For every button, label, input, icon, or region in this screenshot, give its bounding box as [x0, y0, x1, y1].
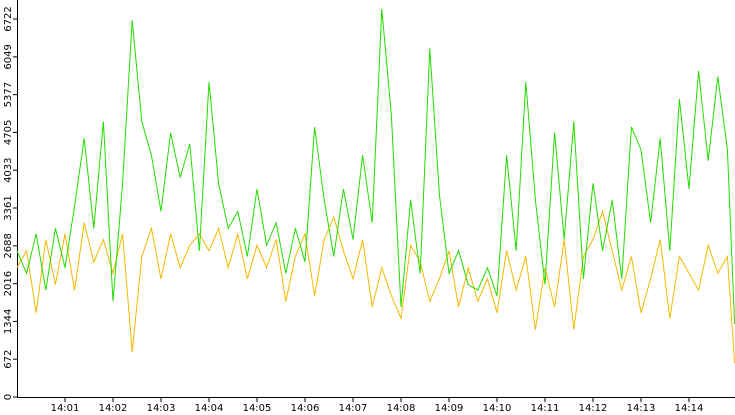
y-tick-label: 2688 [3, 233, 14, 258]
x-tick-label: 14:14 [675, 403, 704, 414]
y-tick-label: 6722 [3, 6, 14, 31]
x-tick-label: 14:04 [195, 403, 224, 414]
x-tick-label: 14:05 [243, 403, 272, 414]
x-tick-label: 14:09 [435, 403, 464, 414]
x-tick-label: 14:01 [51, 403, 80, 414]
x-tick-label: 14:07 [339, 403, 368, 414]
x-tick-label: 14:10 [483, 403, 512, 414]
series-line [16, 209, 735, 364]
y-tick-label: 4033 [3, 157, 14, 182]
x-tick-label: 14:08 [387, 403, 416, 414]
x-tick-label: 14:03 [147, 403, 176, 414]
x-tick-label: 14:06 [291, 403, 320, 414]
y-tick-label: 5377 [3, 82, 14, 107]
x-tick-label: 14:12 [579, 403, 608, 414]
y-tick-label: 0 [3, 394, 14, 400]
y-tick-label: 672 [3, 350, 14, 369]
series-line [16, 8, 735, 324]
y-tick-label: 3361 [3, 195, 14, 220]
y-tick-label: 2016 [3, 271, 14, 296]
y-tick-label: 6049 [3, 44, 14, 69]
x-tick-label: 14:13 [627, 403, 656, 414]
y-tick-label: 4705 [3, 120, 14, 145]
x-tick-label: 14:02 [99, 403, 128, 414]
x-tick-label: 14:11 [531, 403, 560, 414]
y-tick-label: 1344 [3, 309, 14, 334]
